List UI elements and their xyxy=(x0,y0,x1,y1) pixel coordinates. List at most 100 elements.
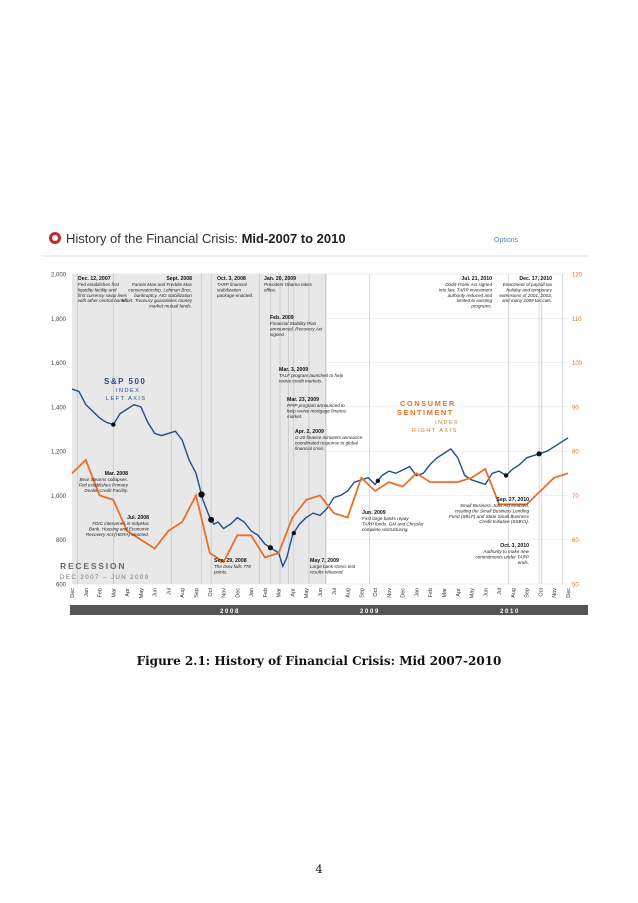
month-label: Aug xyxy=(346,588,352,598)
month-label: Aug xyxy=(511,588,517,598)
month-label: Sep xyxy=(194,588,200,598)
right-tick-label: 70 xyxy=(572,494,579,500)
annotation-text: First large banks repay TARP funds. GM an… xyxy=(362,516,424,532)
month-label: Dec xyxy=(566,588,572,598)
annotation-date: May 7, 2009 xyxy=(310,558,339,564)
month-label: Nov xyxy=(552,588,558,598)
options-link[interactable]: Options xyxy=(494,237,519,244)
event-marker xyxy=(198,491,205,498)
month-label: Oct xyxy=(538,588,544,597)
month-label: Dec xyxy=(235,588,241,598)
month-label: Dec xyxy=(70,588,76,598)
right-axis-ticks: 120 110 100 90 80 70 60 50 xyxy=(572,273,583,589)
month-label: Jun xyxy=(318,588,324,597)
month-label: Jun xyxy=(483,588,489,597)
annotation-text: Fannie Mae and Freddie Mac conservatorshi… xyxy=(122,282,193,309)
month-label: Mar xyxy=(111,588,117,598)
month-label: Jul xyxy=(166,588,172,595)
sp500-series-line xyxy=(71,388,569,569)
annotation-text: G-20 finance ministers announce coordinat… xyxy=(295,435,363,451)
month-label: Oct xyxy=(208,588,214,597)
annotation-date: Sep. 29, 2008 xyxy=(214,558,247,564)
event-marker xyxy=(267,545,273,551)
annotation-text: Small Business Jobs Act enacted, creating… xyxy=(449,503,530,524)
sp500-label: S&P 500 xyxy=(104,377,146,386)
financial-crisis-chart: History of the Financial Crisis: Mid-200… xyxy=(42,224,588,624)
year-label: 2 0 0 8 xyxy=(220,609,239,615)
event-marker xyxy=(291,530,297,536)
sp500-legend: S&P 500 INDEX LEFT AXIS xyxy=(104,377,147,402)
annotation-text: Large bank stress test results released. xyxy=(310,564,356,574)
year-label: 07 xyxy=(50,609,57,615)
month-label: Apr xyxy=(456,588,462,597)
month-label: Aug xyxy=(180,588,186,598)
annotation-text: President Obama takes office. xyxy=(264,282,313,292)
annotation-text: Financial Stability Plan announced. Recov… xyxy=(270,321,323,337)
month-label: Apr xyxy=(290,588,296,597)
month-label: Mar xyxy=(277,588,283,598)
left-tick-label: 1,000 xyxy=(51,494,67,500)
right-tick-label: 110 xyxy=(572,317,582,323)
month-label: Nov xyxy=(387,588,393,598)
annotation-text: FDIC intervenes in IndyMac Bank. Housing … xyxy=(86,521,150,537)
sentiment-series-line xyxy=(71,458,569,564)
annotation-text: TARP financial stabilization package enact… xyxy=(216,282,253,298)
month-label: Jan xyxy=(249,588,255,597)
annotation-date: Feb. 2009 xyxy=(270,315,294,321)
annotation-date: Mar. 23, 2009 xyxy=(287,397,319,403)
year-axis: 07 2 0 0 8 2 0 0 9 2 0 1 0 xyxy=(50,609,519,615)
annotation-text: Enactment of payroll tax holiday and temp… xyxy=(499,282,552,303)
annotation-date: Jul. 21, 2010 xyxy=(461,276,492,282)
sp500-sub1: INDEX xyxy=(116,388,140,394)
annotation-date: Jul. 2008 xyxy=(127,515,149,521)
plot-area xyxy=(71,273,569,585)
sp500-sub2: LEFT AXIS xyxy=(106,396,147,402)
event-marker xyxy=(111,422,116,427)
month-axis: Dec Jan Feb Mar Apr May Jun Jul Aug Sep Oct Nov Dec J… xyxy=(70,588,572,599)
annotation-date: Dec. 12, 2007 xyxy=(78,276,111,282)
month-label: Feb xyxy=(98,588,104,597)
recession-shade xyxy=(72,274,327,584)
event-marker xyxy=(503,473,509,478)
left-tick-label: 1,200 xyxy=(51,450,67,456)
annotation-date: Apr. 2, 2009 xyxy=(295,429,324,435)
annotation-date: Jun. 2009 xyxy=(362,510,386,516)
title-bold: Mid-2007 to 2010 xyxy=(242,231,346,246)
month-label: Jan xyxy=(414,588,420,597)
annotation-text: Bear Stearns collapses. Fed establishes P… xyxy=(79,477,129,493)
event-marker xyxy=(536,451,542,457)
chart-title: History of the Financial Crisis: Mid-200… xyxy=(49,231,346,246)
month-label: Apr xyxy=(125,588,131,597)
month-label: Sep xyxy=(525,588,531,598)
event-markers xyxy=(111,422,542,551)
annotation-text: Dodd-Frank Act signed into law. TARP inve… xyxy=(439,282,493,309)
month-label: Jan xyxy=(84,588,90,597)
right-tick-label: 120 xyxy=(572,273,583,279)
event-marker xyxy=(208,516,215,523)
annotation-date: Sept. 2008 xyxy=(166,276,192,282)
left-tick-label: 600 xyxy=(56,583,67,589)
left-tick-label: 1,600 xyxy=(51,361,67,367)
right-tick-label: 50 xyxy=(572,583,579,589)
event-marker xyxy=(375,478,381,484)
sentiment-label-2: SENTIMENT xyxy=(397,408,454,417)
left-axis-ticks: 2,000 1,800 1,600 1,400 1,200 1,000 800 600 xyxy=(51,273,67,589)
annotation-date: Oct. 3, 2008 xyxy=(217,276,246,282)
recession-label: RECESSION xyxy=(60,561,126,571)
annotation-date: Oct. 3, 2010 xyxy=(500,543,529,549)
month-label: May xyxy=(139,588,145,599)
